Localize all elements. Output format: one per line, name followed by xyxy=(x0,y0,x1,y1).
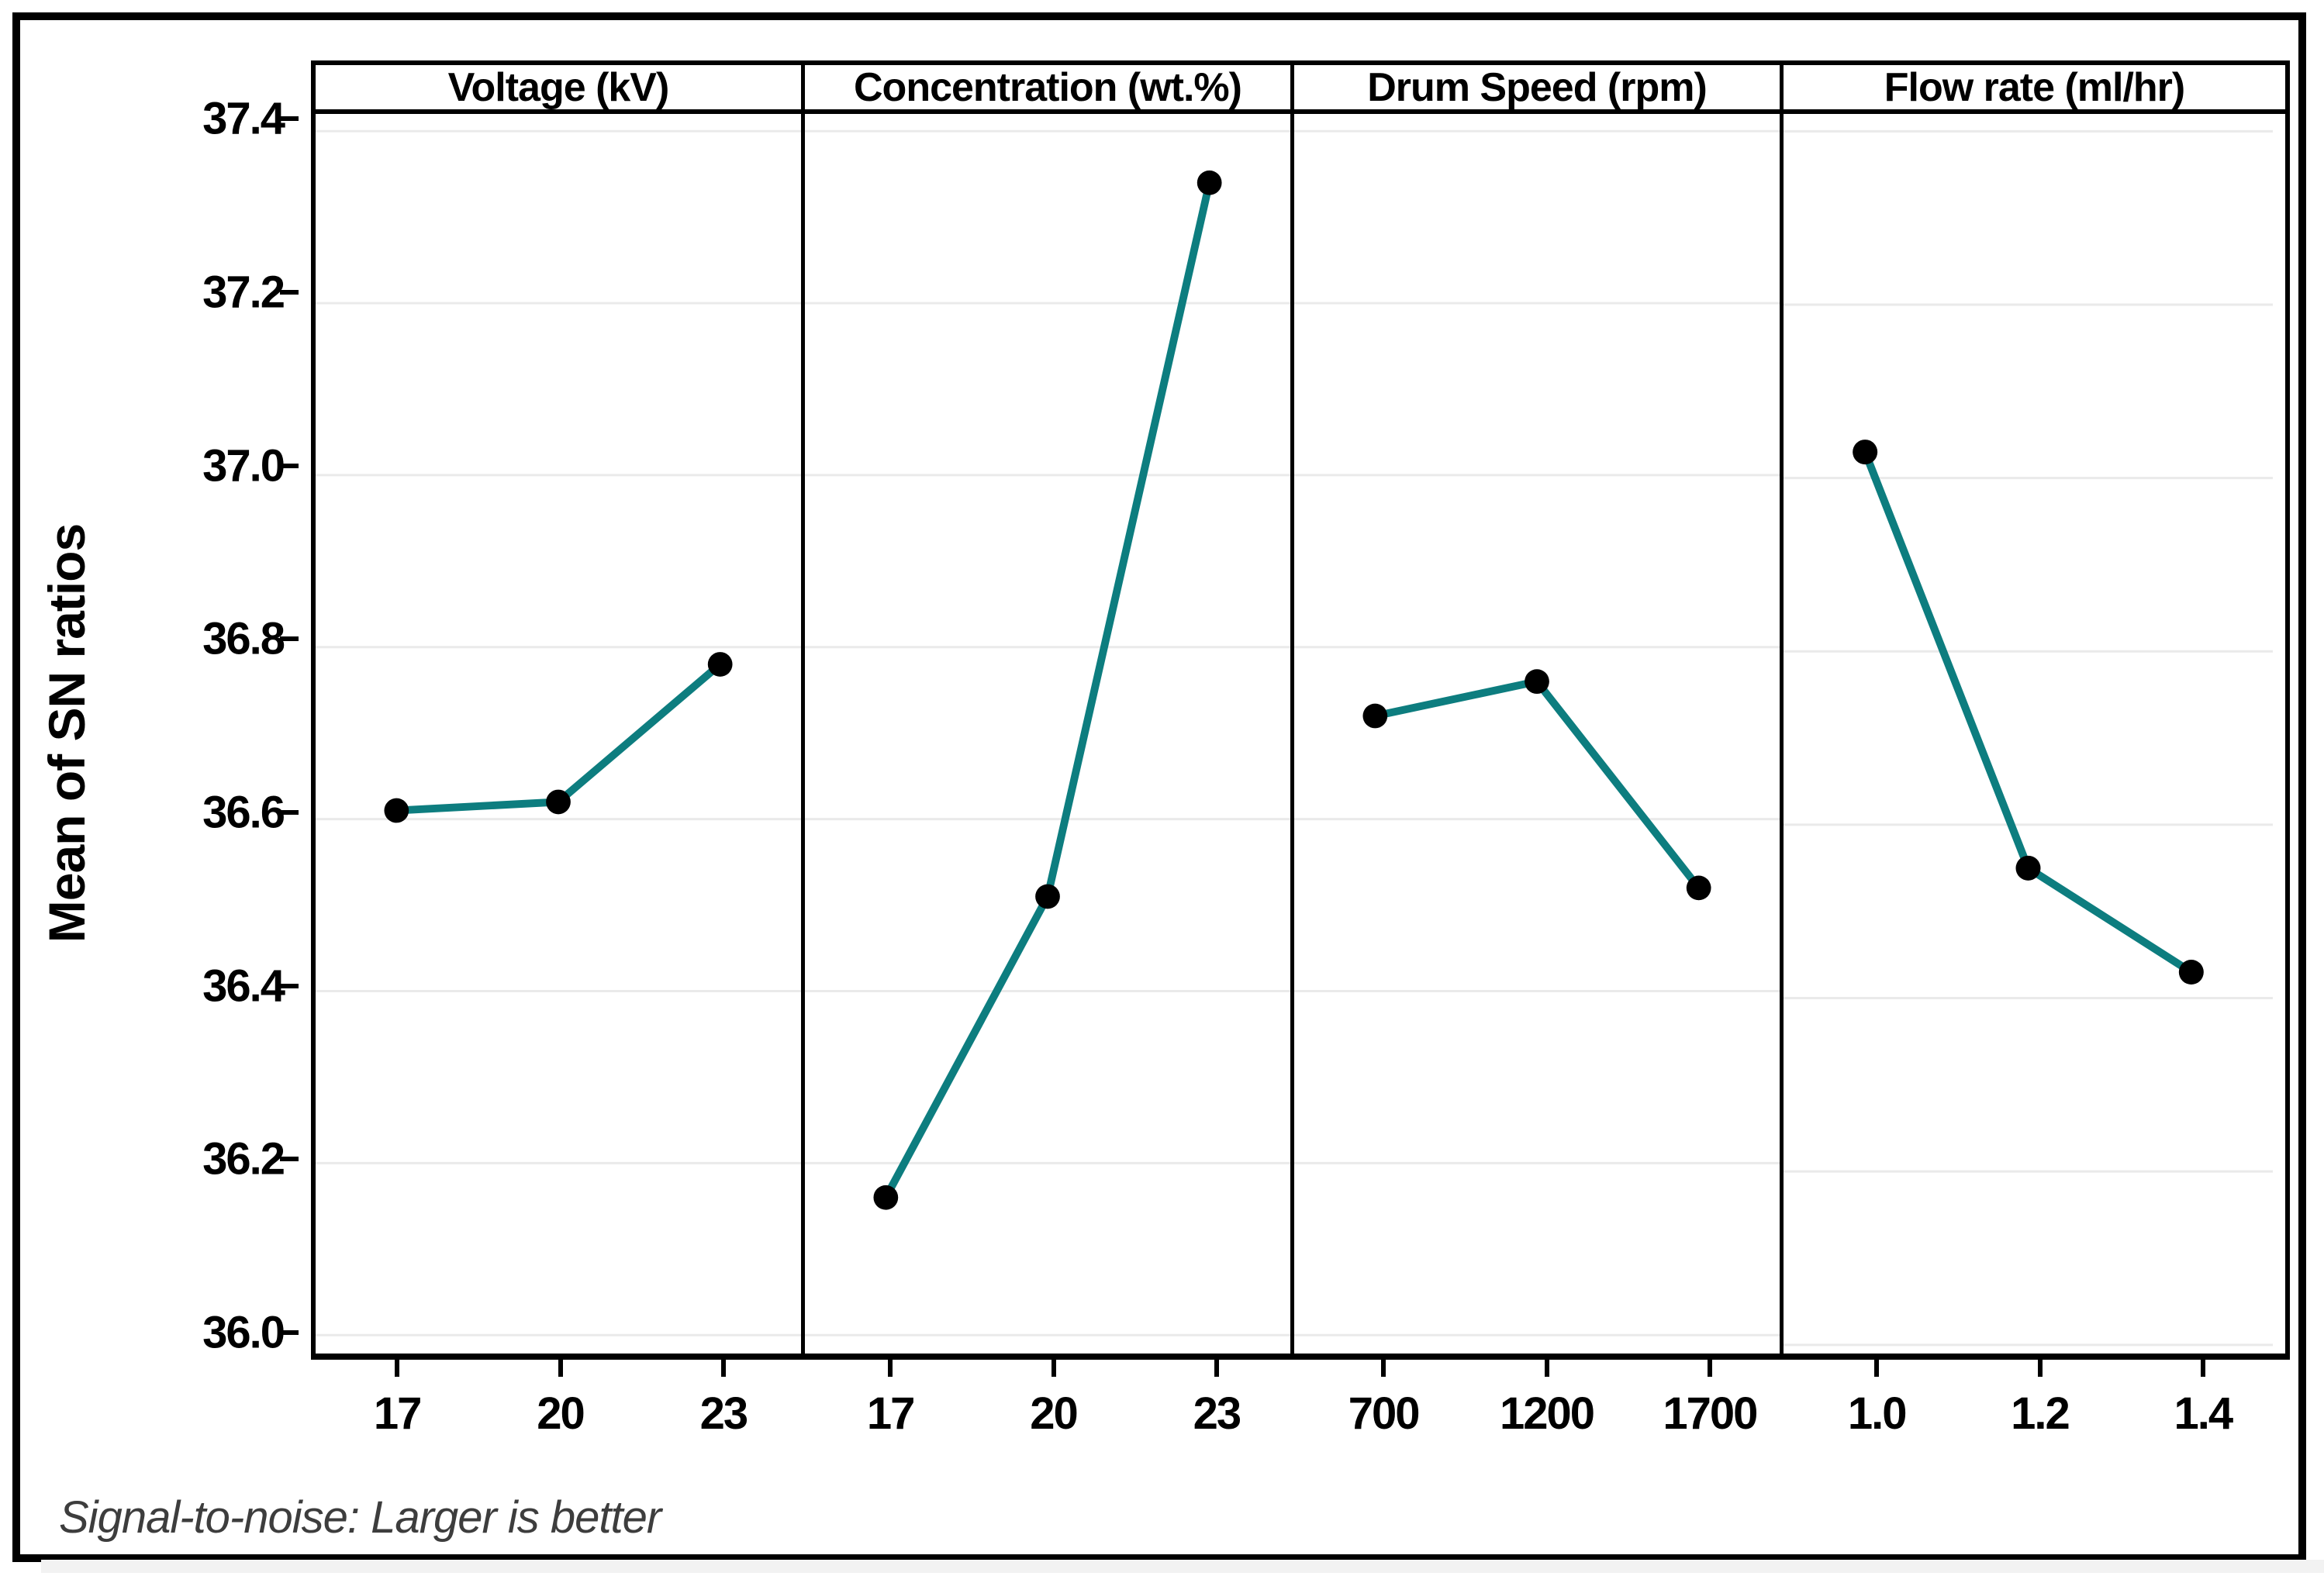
plot-area-drum-speed-rpm xyxy=(1294,129,1780,1336)
x-tick-mark xyxy=(888,1360,893,1377)
x-tick-mark xyxy=(1214,1360,1219,1377)
x-tick-mark xyxy=(1707,1360,1712,1377)
x-tick-label: 23 xyxy=(1193,1388,1241,1439)
x-tick-mark xyxy=(1381,1360,1386,1377)
y-tick-mark xyxy=(280,983,299,988)
data-point xyxy=(546,789,571,815)
figure-border: Mean of SN ratios 36.0 36.2 36.4 36.6 36.8 37… xyxy=(12,12,2324,1573)
data-point xyxy=(1035,884,1060,909)
bottom-strip xyxy=(41,1560,2324,1573)
y-tick-label: 36.8 xyxy=(202,613,285,664)
plot-area-voltage-kv xyxy=(316,129,801,1336)
y-tick-mark xyxy=(280,116,299,122)
panel-title-concentration-wt: Concentration (wt.%) xyxy=(805,65,1290,114)
x-tick-mark xyxy=(1051,1360,1056,1377)
x-tick-label: 20 xyxy=(1030,1388,1078,1439)
data-point xyxy=(873,1185,899,1210)
y-tick-mark xyxy=(280,636,299,642)
footer-note: Signal-to-noise: Larger is better xyxy=(59,1492,661,1543)
panel-title-drum-speed-rpm: Drum Speed (rpm) xyxy=(1294,65,1780,114)
y-tick-label: 36.6 xyxy=(202,787,285,838)
x-tick-label: 700 xyxy=(1348,1388,1421,1439)
x-tick-mark xyxy=(2200,1360,2205,1377)
x-tick-mark xyxy=(1874,1360,1880,1377)
x-tick-label: 23 xyxy=(699,1388,748,1439)
y-tick-label: 36.2 xyxy=(202,1133,285,1185)
data-point xyxy=(1362,703,1388,729)
data-point xyxy=(707,652,733,677)
data-point xyxy=(1686,875,1711,901)
y-tick-label: 37.4 xyxy=(202,93,285,144)
y-tick-label: 36.4 xyxy=(202,960,285,1012)
y-tick-mark xyxy=(280,463,299,468)
x-tick-mark xyxy=(395,1360,400,1377)
x-tick-mark xyxy=(1544,1360,1549,1377)
y-tick-label: 37.2 xyxy=(202,267,285,318)
data-point xyxy=(2015,855,2041,881)
x-tick-label: 1700 xyxy=(1663,1388,1758,1439)
plot-region: Voltage (kV) Concentration (wt.%) Drum Spe… xyxy=(311,60,2290,1360)
series-line xyxy=(396,661,723,815)
x-tick-mark xyxy=(2037,1360,2043,1377)
x-tick-label: 17 xyxy=(866,1388,915,1439)
x-tick-label: 1.4 xyxy=(2174,1388,2234,1439)
x-tick-label: 1.2 xyxy=(2011,1388,2070,1439)
y-tick-label: 37.0 xyxy=(202,440,285,491)
x-tick-label: 1.0 xyxy=(1847,1388,1908,1439)
data-point xyxy=(1197,170,1222,195)
panel-title-voltage-kv: Voltage (kV) xyxy=(316,65,801,114)
series-line xyxy=(1861,450,2194,976)
plot-area-flow-rate-ml-hr xyxy=(1784,129,2273,1347)
series-line xyxy=(882,181,1214,1200)
panel-title-flow-rate-ml-hr: Flow rate (ml/hr) xyxy=(1784,65,2285,114)
series-line xyxy=(1374,677,1702,891)
y-tick-mark xyxy=(280,809,299,815)
data-point xyxy=(1525,669,1549,695)
data-point xyxy=(1853,440,1878,465)
y-tick-mark xyxy=(280,1157,299,1162)
panel-flow-rate-ml-hr: Flow rate (ml/hr) xyxy=(1784,65,2285,1354)
panel-drum-speed-rpm: Drum Speed (rpm) xyxy=(1294,65,1784,1354)
plot-area-concentration-wt xyxy=(805,129,1290,1336)
x-tick-label: 1200 xyxy=(1499,1388,1595,1439)
x-tick-mark xyxy=(720,1360,726,1377)
x-tick-mark xyxy=(558,1360,563,1377)
panel-concentration-wt: Concentration (wt.%) xyxy=(805,65,1294,1354)
data-point xyxy=(384,798,409,823)
x-tick-label: 17 xyxy=(373,1388,422,1439)
x-tick-label: 20 xyxy=(537,1388,585,1439)
y-tick-mark xyxy=(280,1329,299,1335)
data-point xyxy=(2178,960,2204,985)
panel-voltage-kv: Voltage (kV) xyxy=(316,65,805,1354)
y-tick-mark xyxy=(280,290,299,295)
y-tick-label: 36.0 xyxy=(202,1307,285,1358)
y-axis-title-text: Mean of SN ratios xyxy=(38,523,95,943)
